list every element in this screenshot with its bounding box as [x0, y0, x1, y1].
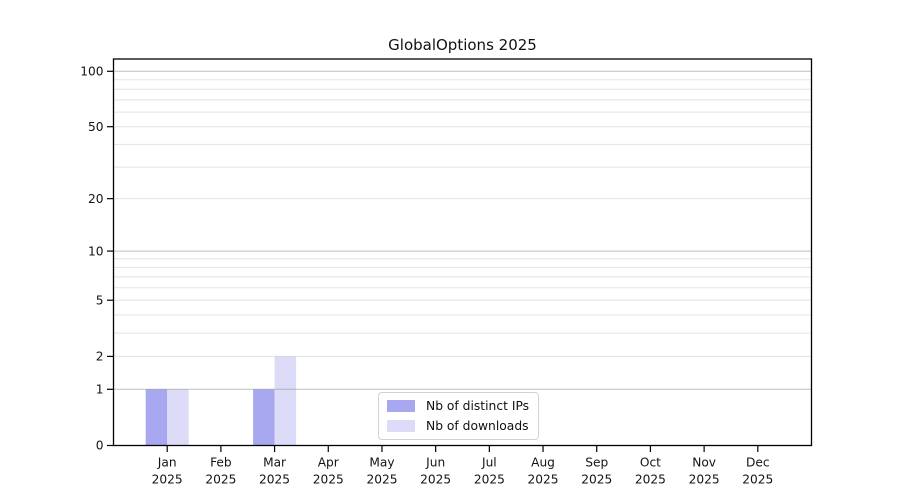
x-tick-label-month: Mar [263, 456, 287, 470]
legend-label-downloads: Nb of downloads [426, 419, 529, 434]
x-tick-label-month: Jan [157, 456, 177, 470]
bar-nb-of-distinct-ips-jan [145, 389, 168, 446]
x-tick-label-month: May [369, 456, 394, 470]
x-tick-label-year: 2025 [635, 473, 666, 487]
chart-legend: Nb of distinct IPs Nb of downloads [378, 392, 540, 441]
x-tick-label-year: 2025 [366, 473, 397, 487]
x-tick-label-month: Jul [481, 456, 497, 470]
x-tick-label-month: Aug [531, 456, 555, 470]
x-tick-label-year: 2025 [742, 473, 773, 487]
y-tick-label: 2 [96, 350, 104, 364]
y-tick-label: 20 [88, 192, 104, 206]
chart-title: GlobalOptions 2025 [388, 36, 537, 54]
y-tick-label: 50 [88, 120, 104, 134]
legend-swatch-distinct-ips [387, 400, 415, 413]
x-tick-label-year: 2025 [259, 473, 290, 487]
bar-nb-of-distinct-ips-mar [253, 389, 275, 446]
y-tick-label: 0 [96, 439, 104, 453]
x-tick-label-year: 2025 [528, 473, 559, 487]
x-tick-label-year: 2025 [313, 473, 344, 487]
plot-border [112, 58, 813, 447]
y-tick-label: 1 [96, 382, 104, 396]
bar-nb-of-downloads-mar [274, 356, 297, 446]
x-tick-label-year: 2025 [152, 473, 183, 487]
x-tick-label-month: Dec [746, 456, 770, 470]
x-tick-label-year: 2025 [689, 473, 720, 487]
y-tick-label: 100 [80, 65, 103, 79]
x-tick-label-year: 2025 [474, 473, 505, 487]
x-tick-label-year: 2025 [420, 473, 451, 487]
bar-nb-of-downloads-jan [167, 389, 189, 446]
legend-swatch-downloads [387, 420, 415, 433]
x-tick-label-month: Oct [640, 456, 661, 470]
x-tick-label-year: 2025 [205, 473, 236, 487]
legend-entry-downloads: Nb of downloads [387, 419, 529, 433]
y-tick-label: 10 [88, 244, 104, 258]
x-tick-label-month: Nov [692, 456, 716, 470]
x-tick-label-year: 2025 [581, 473, 612, 487]
legend-label-distinct-ips: Nb of distinct IPs [426, 399, 530, 413]
x-tick-label-month: Jun [425, 456, 445, 470]
legend-entry-distinct-ips: Nb of distinct IPs [387, 399, 529, 413]
x-tick-label-month: Sep [585, 456, 608, 470]
x-tick-label-month: Apr [318, 456, 340, 470]
y-tick-label: 5 [96, 293, 104, 307]
x-tick-label-month: Feb [210, 456, 232, 470]
